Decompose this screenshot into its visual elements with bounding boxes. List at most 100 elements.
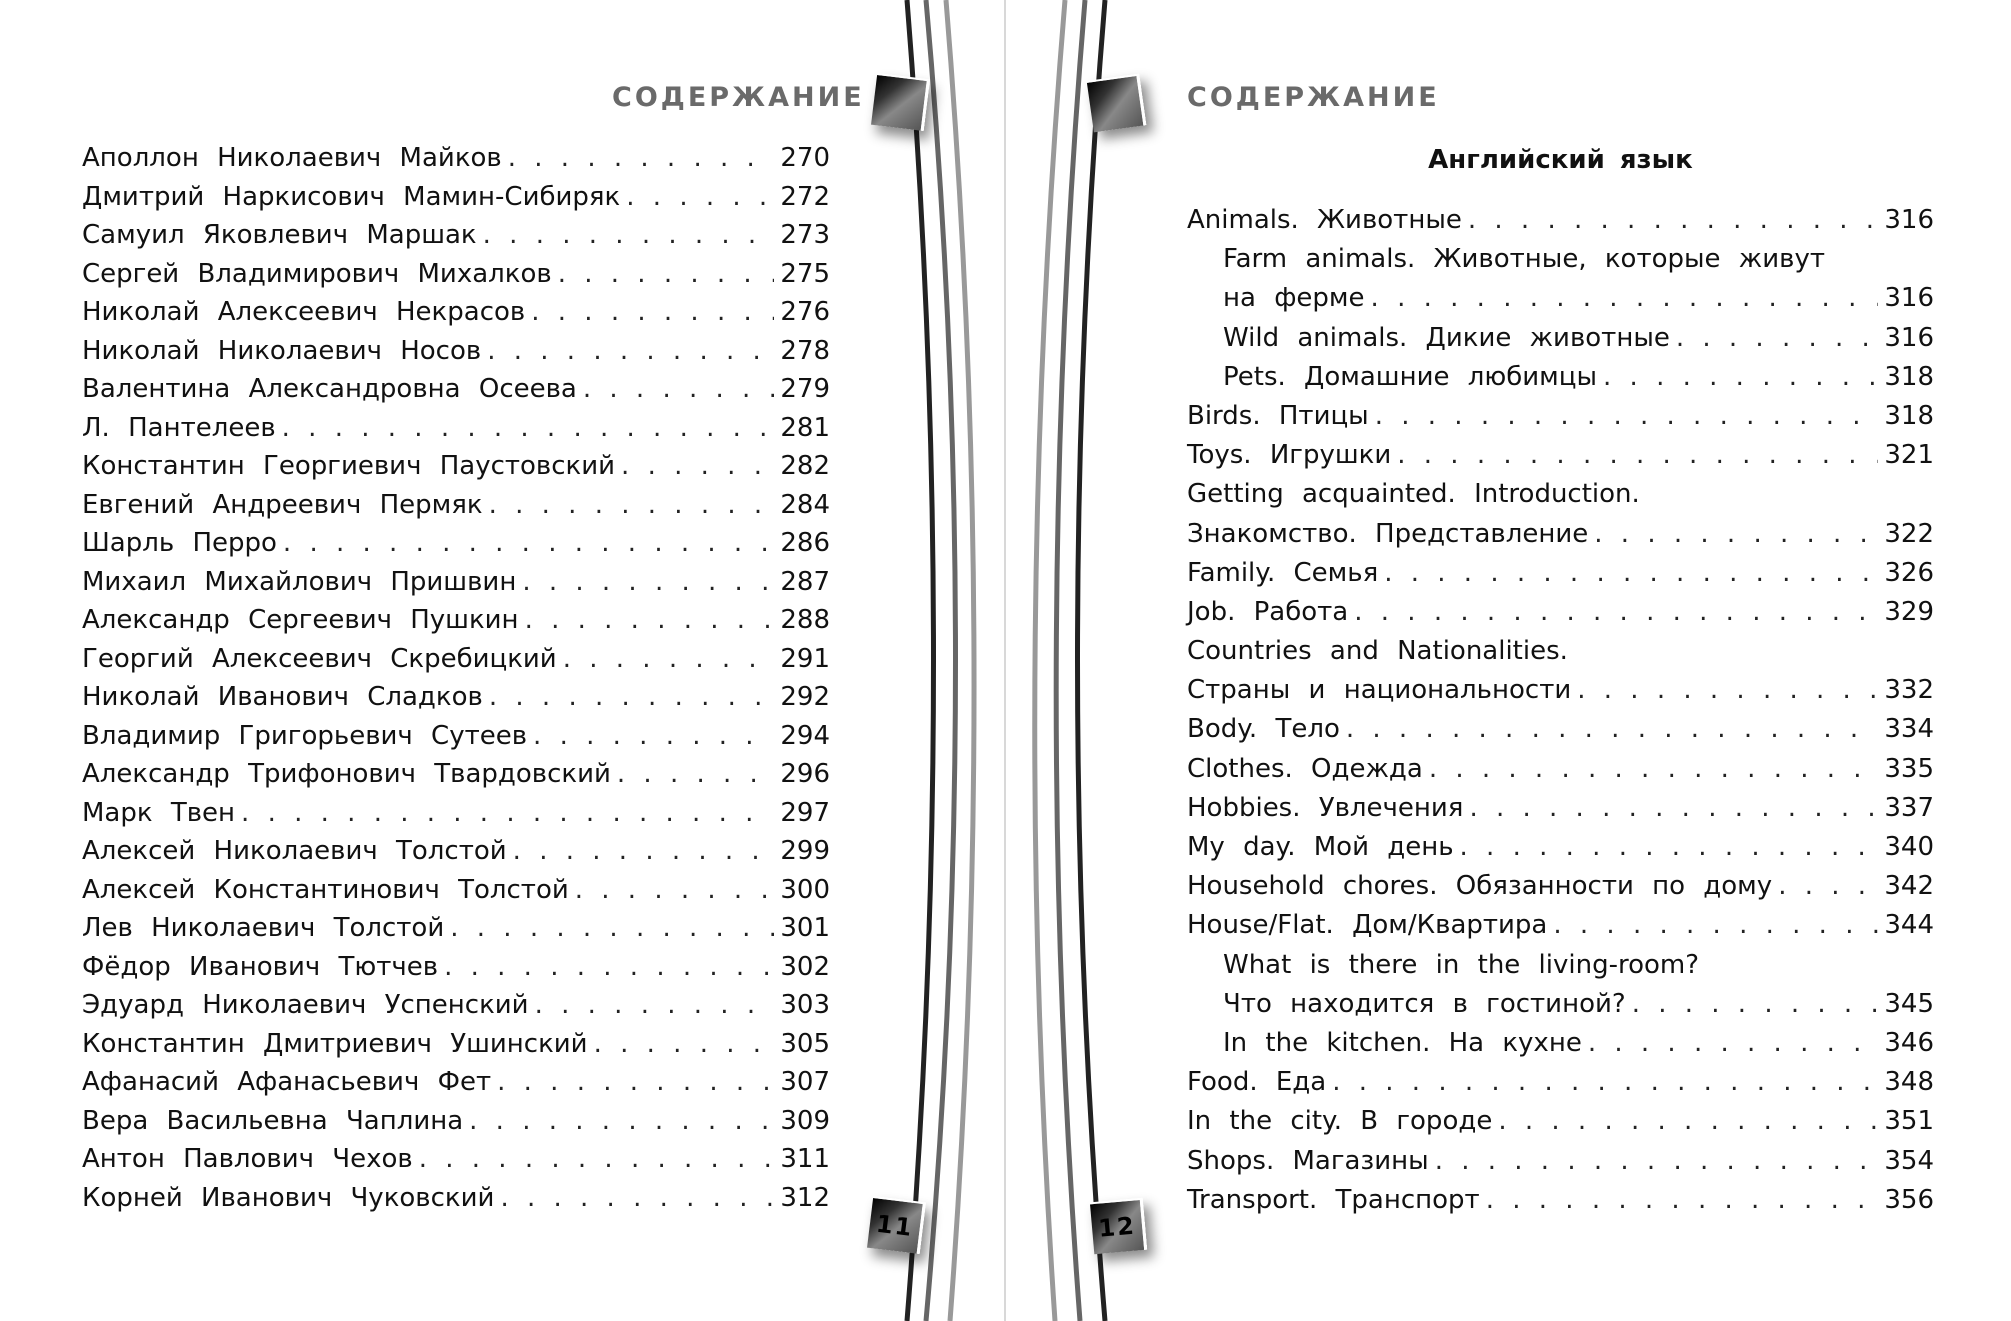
dot-leader — [497, 1067, 774, 1097]
toc-entry[interactable]: Фёдор Иванович Тютчев 302 — [82, 952, 830, 991]
toc-entry-page: 309 — [780, 1105, 830, 1136]
toc-entry[interactable]: Что находится в гостиной? 345 — [1187, 989, 1934, 1028]
toc-entry-page: 287 — [780, 566, 830, 597]
toc-entry-title: Евгений Андреевич Пермяк — [82, 489, 483, 520]
toc-entry[interactable]: Clothes. Одежда 335 — [1187, 754, 1934, 793]
toc-entry[interactable]: Корней Иванович Чуковский 312 — [82, 1183, 830, 1222]
dot-leader — [469, 1106, 774, 1136]
toc-entry-title: In the kitchen. На кухне — [1223, 1027, 1582, 1058]
toc-entry[interactable]: Владимир Григорьевич Сутеев 294 — [82, 721, 830, 760]
toc-entry-page: 348 — [1884, 1067, 1934, 1098]
dot-leader — [594, 1029, 775, 1059]
toc-entry[interactable]: Николай Алексеевич Некрасов 276 — [82, 297, 830, 336]
toc-entry-title: Вера Васильевна Чаплина — [82, 1105, 464, 1136]
toc-entry[interactable]: Family. Семья 326 — [1187, 558, 1934, 597]
dot-leader — [1676, 323, 1879, 353]
toc-entry[interactable]: Birds. Птицы 318 — [1187, 401, 1934, 440]
toc-entry[interactable]: Константин Георгиевич Паустовский 282 — [82, 451, 830, 490]
toc-entry[interactable]: Знакомство. Представление 322 — [1187, 519, 1934, 558]
toc-entry-title: My day. Мой день — [1187, 832, 1454, 862]
heading-marker-square — [1086, 73, 1147, 133]
dot-leader — [558, 259, 775, 289]
toc-entry[interactable]: Алексей Николаевич Толстой 299 — [82, 836, 830, 875]
toc-entry-page: 279 — [780, 374, 830, 404]
dot-leader — [531, 297, 774, 327]
toc-entry[interactable]: Аполлон Николаевич Майков 270 — [82, 143, 830, 182]
toc-entry[interactable]: Николай Иванович Сладков 292 — [82, 682, 830, 721]
toc-entry-title: Константин Георгиевич Паустовский — [82, 451, 616, 481]
toc-entry[interactable]: Сергей Владимирович Михалков 275 — [82, 259, 830, 298]
toc-entry-page: 278 — [780, 335, 830, 366]
toc-entry-page: 276 — [780, 297, 830, 327]
toc-entry-title: Countries and Nationalities. — [1187, 636, 1568, 667]
toc-entry-page: 316 — [1884, 205, 1934, 235]
toc-entry[interactable]: Countries and Nationalities. — [1187, 636, 1934, 675]
toc-entry-page: 316 — [1884, 283, 1934, 314]
toc-entry[interactable]: Transport. Транспорт 356 — [1187, 1185, 1934, 1224]
toc-entry[interactable]: In the city. В городе 351 — [1187, 1106, 1934, 1145]
toc-entry-page: 307 — [780, 1067, 830, 1097]
toc-entry[interactable]: Николай Николаевич Носов 278 — [82, 336, 830, 375]
toc-entry-page: 299 — [780, 836, 830, 866]
toc-entry[interactable]: Household chores. Обязанности по дому 342 — [1187, 871, 1934, 910]
toc-entry[interactable]: Animals. Животные 316 — [1187, 205, 1934, 244]
toc-entry[interactable]: Шарль Перро 286 — [82, 528, 830, 567]
toc-entry[interactable]: Hobbies. Увлечения 337 — [1187, 793, 1934, 832]
toc-entry[interactable]: Георгий Алексеевич Скребицкий 291 — [82, 644, 830, 683]
dot-leader — [1603, 362, 1878, 392]
dot-leader — [1632, 989, 1879, 1019]
dot-leader — [444, 952, 774, 982]
toc-entry[interactable]: Farm animals. Животные, которые живут — [1187, 244, 1934, 283]
toc-entry-page: 337 — [1884, 792, 1934, 823]
toc-entry[interactable]: What is there in the living-room? — [1187, 950, 1934, 989]
toc-entry[interactable]: Food. Еда 348 — [1187, 1067, 1934, 1106]
toc-entry[interactable]: Л. Пантелеев 281 — [82, 413, 830, 452]
spine-line-dark-right — [1075, 0, 1108, 1321]
toc-entry[interactable]: Wild animals. Дикие животные 316 — [1187, 323, 1934, 362]
toc-entry[interactable]: Михаил Михайлович Пришвин 287 — [82, 567, 830, 606]
dot-leader — [533, 721, 774, 751]
toc-entry[interactable]: Дмитрий Наркисович Мамин-Сибиряк 272 — [82, 182, 830, 221]
toc-entry-title: на ферме — [1223, 283, 1365, 314]
toc-entry[interactable]: Валентина Александровна Осеева 279 — [82, 374, 830, 413]
toc-entry[interactable]: Афанасий Афанасьевич Фет 307 — [82, 1067, 830, 1106]
toc-entry[interactable]: Константин Дмитриевич Ушинский 305 — [82, 1029, 830, 1068]
toc-entry[interactable]: Job. Работа 329 — [1187, 597, 1934, 636]
spine-line-light-left — [943, 0, 977, 1321]
dot-leader — [1375, 401, 1879, 431]
toc-entry[interactable]: My day. Мой день 340 — [1187, 832, 1934, 871]
toc-entry-title: Birds. Птицы — [1187, 400, 1369, 431]
toc-entry-page: 321 — [1884, 440, 1934, 471]
toc-entry-title: Шарль Перро — [82, 528, 277, 558]
toc-entry-title: Body. Тело — [1187, 714, 1340, 745]
toc-entry[interactable]: Эдуард Николаевич Успенский 303 — [82, 990, 830, 1029]
toc-entry-page: 273 — [780, 220, 830, 250]
toc-entry[interactable]: Pets. Домашние любимцы 318 — [1187, 362, 1934, 401]
toc-entry[interactable]: Вера Васильевна Чаплина 309 — [82, 1106, 830, 1145]
toc-entry[interactable]: Getting acquainted. Introduction. — [1187, 479, 1934, 518]
toc-entry-page: 281 — [780, 412, 830, 443]
toc-entry-title: Household chores. Обязанности по дому — [1187, 871, 1773, 902]
toc-entry-title: Clothes. Одежда — [1187, 753, 1423, 784]
toc-entry[interactable]: Евгений Андреевич Пермяк 284 — [82, 490, 830, 529]
dot-leader — [483, 220, 775, 250]
toc-entry[interactable]: Самуил Яковлевич Маршак 273 — [82, 220, 830, 259]
toc-entry[interactable]: Лев Николаевич Толстой 301 — [82, 913, 830, 952]
toc-entry-title: Getting acquainted. Introduction. — [1187, 479, 1640, 510]
toc-entry[interactable]: Toys. Игрушки 321 — [1187, 440, 1934, 479]
toc-entry[interactable]: Shops. Магазины 354 — [1187, 1146, 1934, 1185]
toc-entry[interactable]: Алексей Константинович Толстой 300 — [82, 875, 830, 914]
toc-entry[interactable]: Александр Сергеевич Пушкин 288 — [82, 605, 830, 644]
spine-line-mid-right — [1053, 0, 1088, 1321]
toc-entry[interactable]: Антон Павлович Чехов 311 — [82, 1144, 830, 1183]
toc-entry[interactable]: на ферме 316 — [1187, 283, 1934, 322]
toc-entry[interactable]: Body. Тело 334 — [1187, 714, 1934, 753]
toc-entry-title: Страны и национальности — [1187, 675, 1572, 706]
toc-entry[interactable]: In the kitchen. На кухне 346 — [1187, 1028, 1934, 1067]
toc-entry[interactable]: Страны и национальности 332 — [1187, 675, 1934, 714]
dot-leader — [1429, 754, 1879, 784]
toc-entry[interactable]: Марк Твен 297 — [82, 798, 830, 837]
toc-entry[interactable]: Александр Трифонович Твардовский 296 — [82, 759, 830, 798]
dot-leader — [1371, 283, 1879, 313]
toc-entry[interactable]: House/Flat. Дом/Квартира 344 — [1187, 910, 1934, 949]
